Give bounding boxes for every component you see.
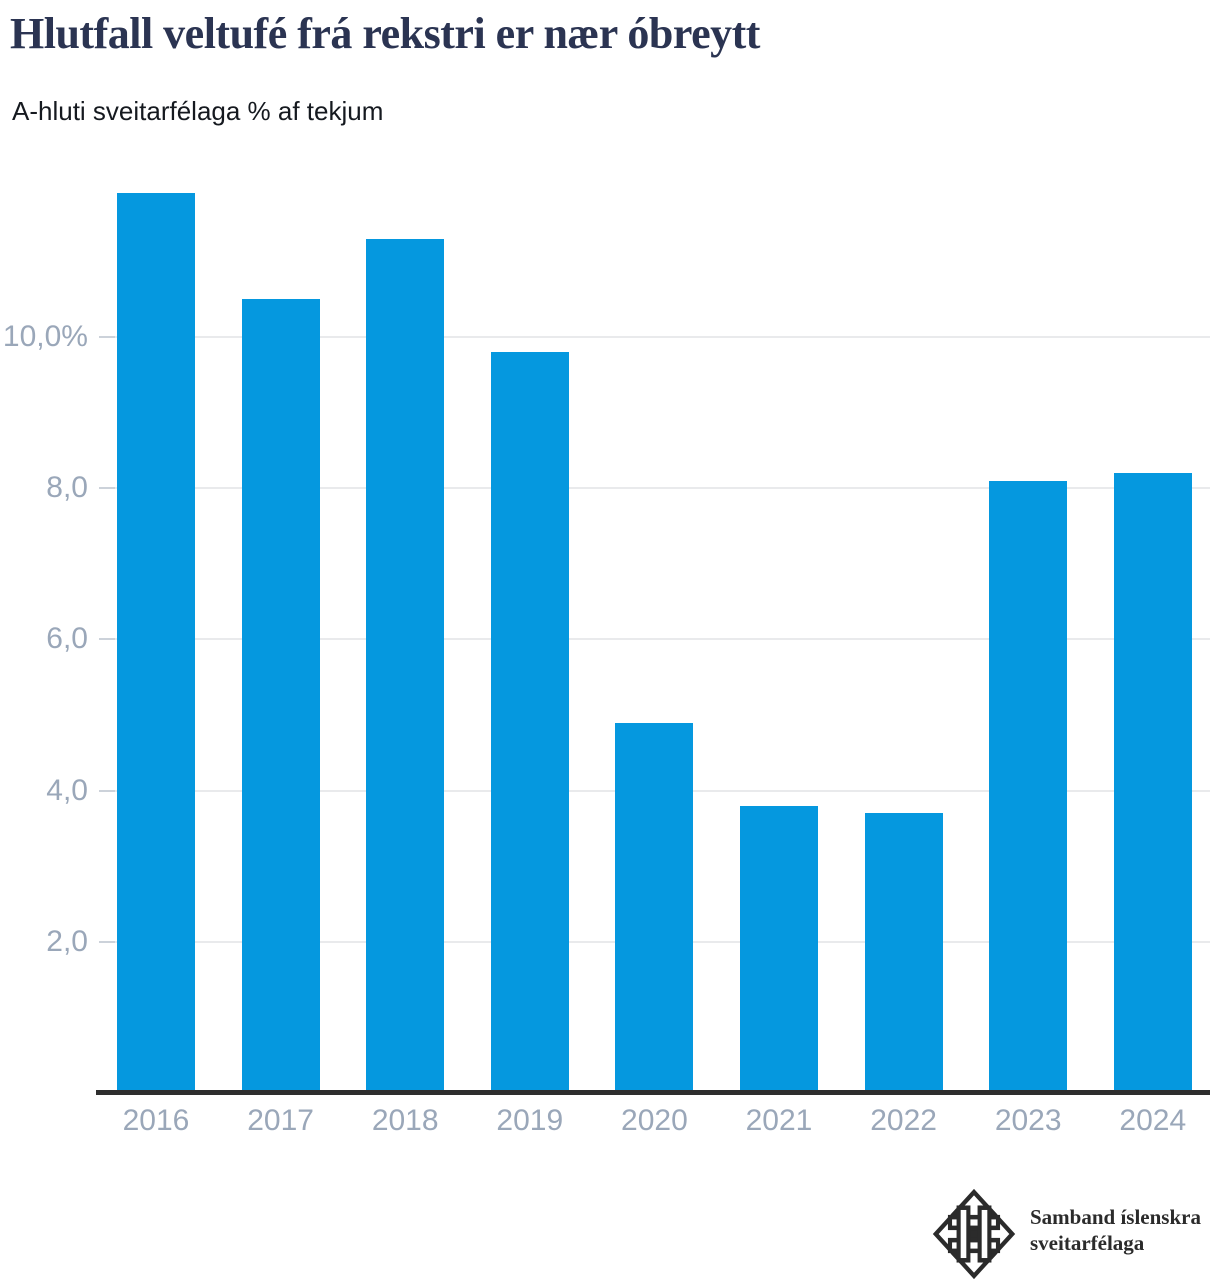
bar-2020[interactable] xyxy=(615,722,694,1093)
chart-title: Hlutfall veltufé frá rekstri er nær óbre… xyxy=(10,9,760,58)
gridline-6_0 xyxy=(115,638,1210,641)
bar-2024[interactable] xyxy=(1113,473,1192,1093)
x-axis-label-2021: 2021 xyxy=(745,1104,813,1137)
bar-2017[interactable] xyxy=(241,299,320,1093)
y-axis-label: 2,0 xyxy=(46,924,88,958)
y-axis-tick xyxy=(99,336,115,338)
bar-2018[interactable] xyxy=(366,238,445,1093)
x-axis-label-2022: 2022 xyxy=(870,1104,937,1137)
org-name-line2: sveitarfélaga xyxy=(1030,1231,1145,1255)
bar-2021[interactable] xyxy=(740,805,818,1093)
y-axis-label: 6,0 xyxy=(46,622,88,656)
org-name: Samband íslenskra sveitarfélaga xyxy=(1030,1204,1201,1256)
bar-2019[interactable] xyxy=(490,352,569,1093)
gridline-10_0pct xyxy=(115,336,1210,338)
x-axis-label-2018: 2018 xyxy=(371,1104,439,1137)
x-axis-label-2020: 2020 xyxy=(621,1104,688,1137)
x-axis-line xyxy=(96,1090,1210,1095)
x-axis-label-2016: 2016 xyxy=(122,1104,190,1137)
y-axis-tick xyxy=(99,487,115,490)
chart-subtitle: A-hluti sveitarfélaga % af tekjum xyxy=(12,96,384,126)
y-axis-label: 8,0 xyxy=(46,471,88,505)
y-axis-label: 4,0 xyxy=(46,773,88,807)
x-axis-label-2017: 2017 xyxy=(247,1104,314,1137)
y-axis-tick xyxy=(99,940,115,943)
x-axis-label-2019: 2019 xyxy=(496,1104,564,1137)
bar-2023[interactable] xyxy=(989,480,1068,1093)
gridline-8_0 xyxy=(115,487,1210,490)
bar-2016[interactable] xyxy=(117,193,195,1093)
y-axis-tick xyxy=(99,638,115,641)
y-axis-tick xyxy=(99,789,115,792)
org-name-line1: Samband íslenskra xyxy=(1030,1205,1201,1229)
samband-logo-icon xyxy=(932,1188,1016,1280)
x-axis-label-2024: 2024 xyxy=(1119,1104,1187,1137)
x-axis-label-2023: 2023 xyxy=(994,1104,1062,1137)
bar-2022[interactable] xyxy=(864,813,943,1093)
y-axis-label: 10,0% xyxy=(2,320,88,353)
footer-logo: Samband íslenskra sveitarfélaga xyxy=(930,1186,1220,1284)
